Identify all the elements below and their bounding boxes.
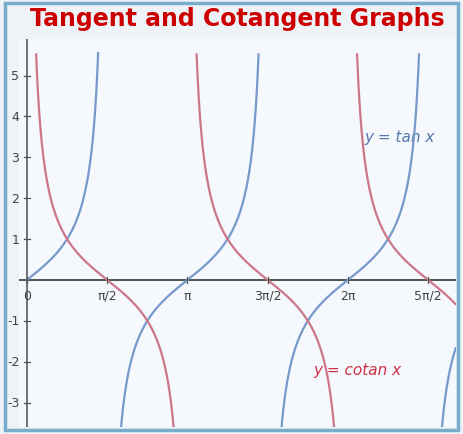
Text: 4: 4 xyxy=(12,111,19,124)
Text: 1: 1 xyxy=(12,233,19,246)
Text: 2: 2 xyxy=(12,192,19,205)
Text: 3: 3 xyxy=(12,151,19,164)
Text: y = cotan x: y = cotan x xyxy=(313,362,401,378)
Text: 5π/2: 5π/2 xyxy=(414,289,442,302)
Text: y = tan x: y = tan x xyxy=(364,130,434,145)
Text: 0: 0 xyxy=(23,289,31,302)
Text: π/2: π/2 xyxy=(97,289,117,302)
Text: -2: -2 xyxy=(7,355,19,368)
Text: -1: -1 xyxy=(7,315,19,328)
Text: 3π/2: 3π/2 xyxy=(254,289,282,302)
Text: 2π: 2π xyxy=(340,289,356,302)
Text: π: π xyxy=(184,289,191,302)
Text: 5: 5 xyxy=(11,70,19,83)
Title: Tangent and Cotangent Graphs: Tangent and Cotangent Graphs xyxy=(31,7,445,31)
Text: -3: -3 xyxy=(7,396,19,409)
